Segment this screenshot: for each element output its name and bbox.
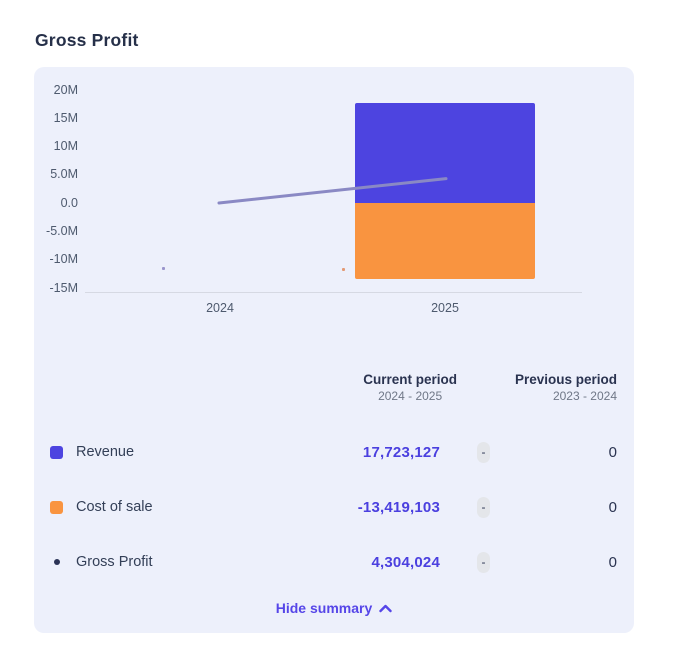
revenue-current-value: 17,723,127 — [362, 443, 440, 461]
gross-profit-chart: 20M 15M 10M 5.0M 0.0 -5.0M -10M -15M 202… — [34, 67, 634, 397]
current-period-range: 2024 - 2025 — [378, 389, 443, 403]
row-label: Cost of sale — [76, 499, 153, 515]
y-tick: 15M — [53, 111, 78, 125]
y-tick: -10M — [49, 252, 78, 266]
y-tick: -5.0M — [46, 224, 78, 238]
cost-of-sale-previous-value: 0 — [608, 498, 617, 516]
cost-of-sale-delta-cell: - — [440, 496, 527, 518]
hide-summary-label: Hide summary — [275, 600, 373, 616]
previous-period-column-header: Previous period 2023 - 2024 — [515, 371, 617, 405]
row-label: Gross Profit — [76, 554, 153, 570]
gross-profit-delta-cell: - — [440, 551, 527, 573]
previous-period-range: 2023 - 2024 — [552, 389, 617, 403]
y-tick: 20M — [53, 83, 78, 97]
revenue-bar-2024-zero — [162, 267, 165, 270]
revenue-previous-value: 0 — [608, 443, 617, 461]
y-tick: 0.0 — [60, 196, 78, 210]
summary-table: Current period 2024 - 2025 Previous peri… — [34, 367, 634, 633]
page-title: Gross Profit — [35, 30, 139, 50]
x-tick-2025: 2025 — [431, 301, 459, 315]
gross-profit-current-value: 4,304,024 — [371, 553, 440, 571]
delta-badge: - — [477, 441, 490, 463]
current-period-label: Current period — [363, 372, 457, 387]
chart-card: 20M 15M 10M 5.0M 0.0 -5.0M -10M -15M 202… — [34, 67, 634, 633]
gross-profit-previous-value: 0 — [608, 553, 617, 571]
delta-badge: - — [477, 496, 490, 518]
revenue-delta-cell: - — [440, 441, 527, 463]
gross-profit-legend-dot — [50, 556, 63, 569]
cost-of-sale-legend-swatch — [50, 500, 63, 514]
cost-of-sale-bar-2024-zero — [342, 268, 345, 271]
summary-header-row: Current period 2024 - 2025 Previous peri… — [50, 371, 617, 409]
cost-of-sale-current-value: -13,419,103 — [357, 498, 440, 516]
y-tick: -15M — [49, 281, 78, 295]
y-tick: 10M — [53, 139, 78, 153]
row-label: Revenue — [76, 444, 135, 460]
y-tick: 5.0M — [50, 167, 78, 181]
gross-profit-line[interactable] — [34, 67, 634, 397]
table-row-gross-profit: Gross Profit 4,304,024 - 0 — [50, 550, 617, 574]
table-row-cost-of-sale: Cost of sale -13,419,103 - 0 — [50, 495, 617, 519]
hide-summary-button[interactable]: Hide summary — [34, 600, 634, 616]
cost-of-sale-bar-2025[interactable] — [355, 203, 535, 279]
current-period-column-header: Current period 2024 - 2025 — [363, 371, 457, 405]
x-axis-line — [85, 292, 582, 293]
chevron-up-icon — [379, 604, 392, 612]
table-row-revenue: Revenue 17,723,127 - 0 — [50, 440, 617, 464]
previous-period-label: Previous period — [514, 372, 617, 387]
delta-badge: - — [477, 551, 490, 573]
x-tick-2024: 2024 — [206, 301, 234, 315]
revenue-legend-swatch — [50, 445, 63, 459]
